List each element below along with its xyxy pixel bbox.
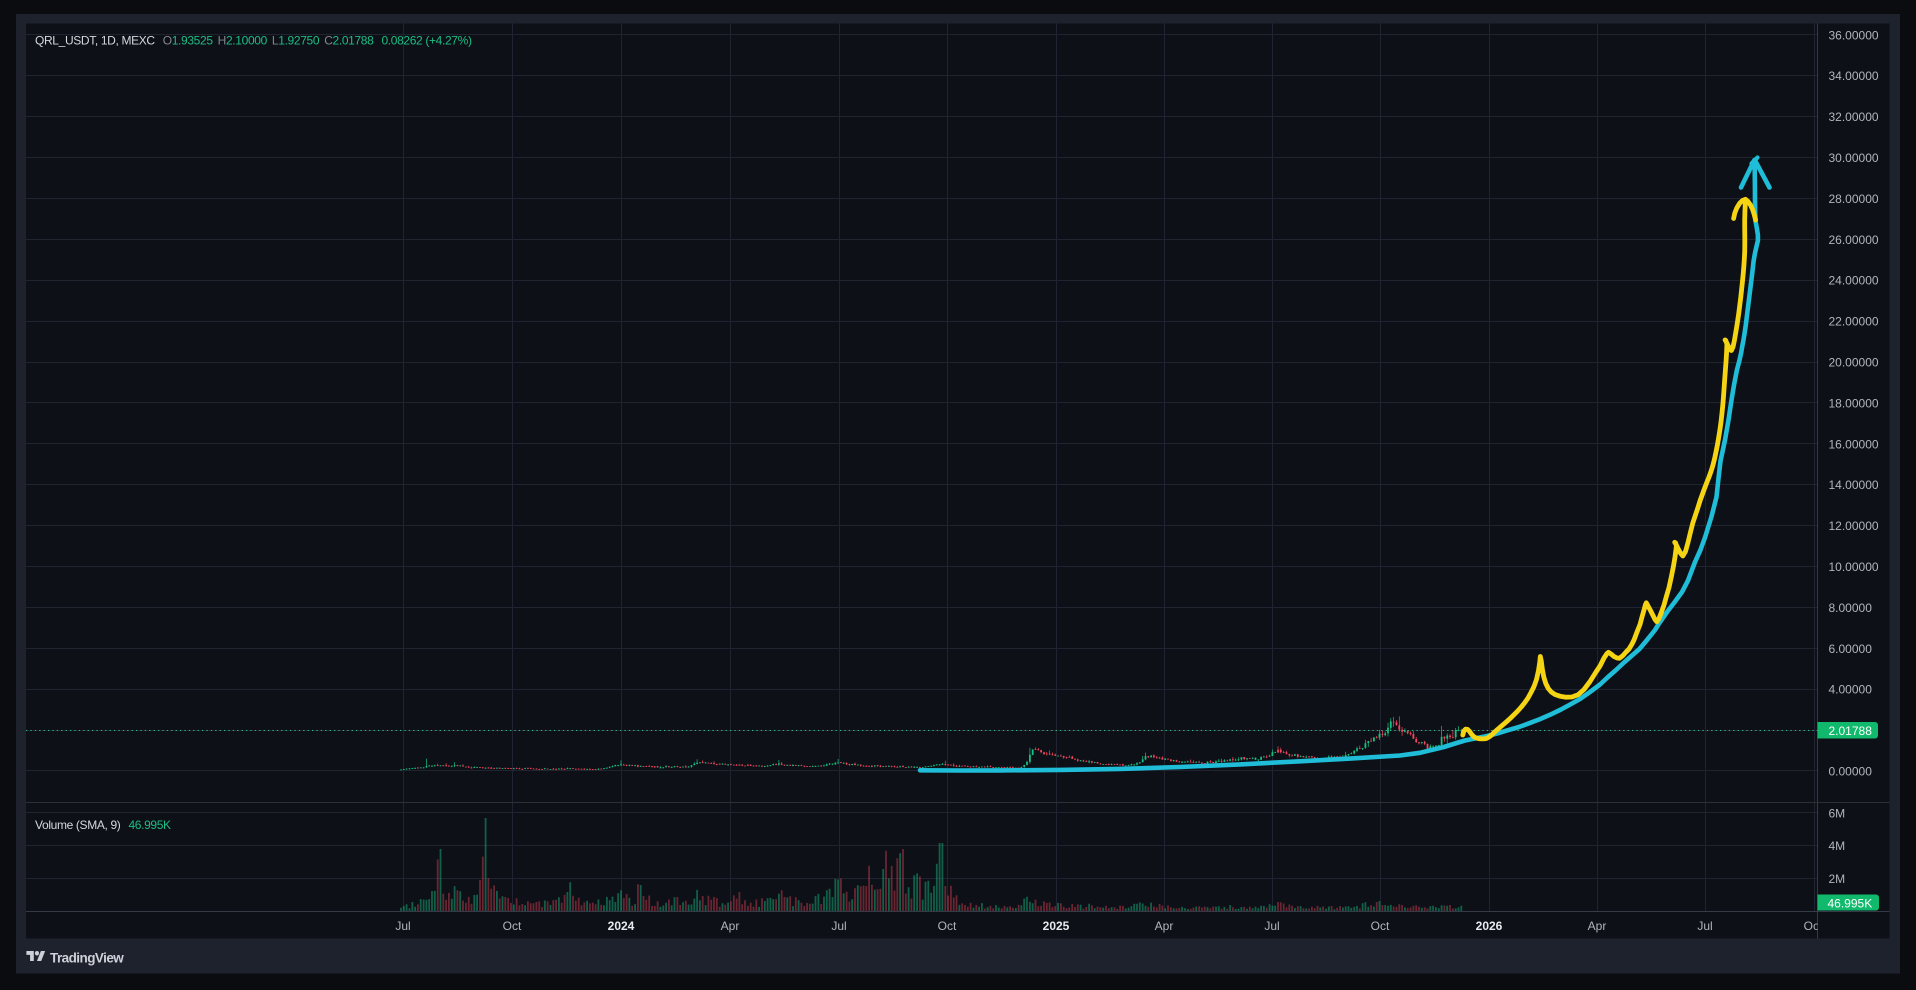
svg-text:Jul: Jul (395, 919, 410, 933)
svg-text:Apr: Apr (1155, 919, 1174, 933)
svg-text:20.00000: 20.00000 (1829, 356, 1879, 370)
svg-text:36.00000: 36.00000 (1829, 28, 1879, 42)
svg-text:18.00000: 18.00000 (1829, 396, 1879, 410)
svg-text:32.00000: 32.00000 (1829, 110, 1879, 124)
svg-text:Apr: Apr (721, 919, 740, 933)
svg-text:2026: 2026 (1476, 919, 1503, 933)
svg-text:Jul: Jul (1697, 919, 1712, 933)
svg-text:Volume (SMA, 9)46.995K: Volume (SMA, 9) 46.995K (35, 818, 171, 832)
svg-text:0.00000: 0.00000 (1829, 765, 1873, 779)
svg-text:4M: 4M (1829, 839, 1846, 853)
svg-text:26.00000: 26.00000 (1829, 233, 1879, 247)
svg-text:24.00000: 24.00000 (1829, 274, 1879, 288)
svg-text:14.00000: 14.00000 (1829, 478, 1879, 492)
svg-text:46.995K: 46.995K (1828, 896, 1873, 910)
svg-text:16.00000: 16.00000 (1829, 437, 1879, 451)
svg-text:6.00000: 6.00000 (1829, 642, 1873, 656)
svg-text:30.00000: 30.00000 (1829, 151, 1879, 165)
svg-text:Apr: Apr (1588, 919, 1607, 933)
svg-text:28.00000: 28.00000 (1829, 192, 1879, 206)
svg-text:2024: 2024 (608, 919, 635, 933)
svg-text:4.00000: 4.00000 (1829, 683, 1873, 697)
svg-text:Oct: Oct (503, 919, 522, 933)
svg-text:TradingView: TradingView (50, 951, 124, 966)
svg-text:6M: 6M (1829, 807, 1846, 821)
svg-text:Oct: Oct (1804, 919, 1823, 933)
svg-text:2.01788: 2.01788 (1829, 724, 1873, 738)
svg-text:2025: 2025 (1043, 919, 1070, 933)
svg-text:22.00000: 22.00000 (1829, 315, 1879, 329)
svg-text:8.00000: 8.00000 (1829, 601, 1873, 615)
svg-text:10.00000: 10.00000 (1829, 560, 1879, 574)
svg-text:12.00000: 12.00000 (1829, 519, 1879, 533)
svg-text:Oct: Oct (1371, 919, 1390, 933)
svg-text:34.00000: 34.00000 (1829, 69, 1879, 83)
svg-text:Jul: Jul (831, 919, 846, 933)
svg-text:2M: 2M (1829, 872, 1846, 886)
svg-text:Oct: Oct (938, 919, 957, 933)
svg-text:Jul: Jul (1264, 919, 1279, 933)
